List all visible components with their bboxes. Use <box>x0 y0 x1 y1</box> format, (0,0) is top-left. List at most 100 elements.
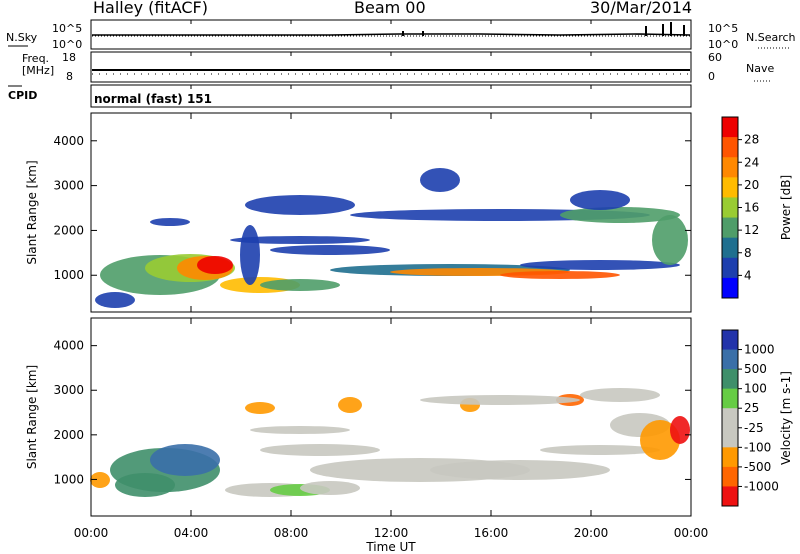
power-data-layer <box>95 168 688 308</box>
colorbar-label: Power [dB] <box>779 175 793 240</box>
echo-region <box>420 168 460 192</box>
y-tick-label: 1000 <box>53 268 84 282</box>
x-tick-label: 08:00 <box>274 526 309 540</box>
y-axis-label: Slant Range [km] <box>25 365 39 469</box>
colorbar-segment <box>722 277 738 299</box>
echo-region <box>670 416 690 444</box>
echo-region <box>95 292 135 308</box>
power-colorbar: 28 24 20 16 12 8 4 Power [dB] <box>721 116 793 299</box>
colorbar-tick-label: 16 <box>744 201 759 215</box>
echo-region <box>652 215 688 265</box>
echo-region <box>115 473 175 497</box>
nsky-spike <box>683 25 685 36</box>
nsky-spike <box>402 31 404 36</box>
echo-region <box>260 279 340 291</box>
colorbar-tick-label: -100 <box>744 440 771 454</box>
colorbar-tick-label: 20 <box>744 178 759 192</box>
colorbar-segment <box>722 197 738 219</box>
colorbar-tick-label: -500 <box>744 460 771 474</box>
echo-region <box>245 195 355 215</box>
nsky-spike <box>662 24 664 36</box>
colorbar-segment <box>722 388 738 409</box>
x-tick-label: 00:00 <box>74 526 109 540</box>
echo-region <box>230 236 370 244</box>
nsky-trace <box>92 33 691 36</box>
echo-region <box>420 395 580 405</box>
colorbar-tick-label: 12 <box>744 223 759 237</box>
colorbar-tick-label: 25 <box>744 401 759 415</box>
power-panel <box>90 112 692 313</box>
nsky-spike <box>670 22 672 36</box>
echo-region <box>338 397 362 413</box>
colorbar-segment <box>722 330 738 351</box>
cpid-mode-text: normal (fast) 151 <box>94 92 212 106</box>
nave-tick-low: 0 <box>708 70 715 83</box>
nsearch-label: N.Search <box>746 31 796 44</box>
x-tick-label: 04:00 <box>174 526 209 540</box>
beam-title: Beam 00 <box>354 0 426 17</box>
freq-tick-low: 8 <box>66 70 73 83</box>
freq-tick-high: 18 <box>62 51 76 64</box>
colorbar-tick-label: 1000 <box>744 343 775 357</box>
echo-region <box>300 481 360 495</box>
colorbar-tick-label: 500 <box>744 362 767 376</box>
nsky-spike <box>645 26 647 36</box>
echo-region <box>500 271 620 279</box>
velocity-data-layer <box>90 388 690 497</box>
x-tick-label: 12:00 <box>374 526 409 540</box>
colorbar-segment <box>722 257 738 279</box>
y-tick-label: 3000 <box>53 383 84 397</box>
x-tick-label: 20:00 <box>574 526 609 540</box>
y-tick-label: 4000 <box>53 134 84 148</box>
colorbar-segment <box>722 466 738 487</box>
colorbar-tick-label: -1000 <box>744 479 779 493</box>
y-axis-label: Slant Range [km] <box>25 160 39 264</box>
x-axis-label: Time UT <box>365 540 416 554</box>
echo-region <box>570 190 630 210</box>
echo-region <box>540 445 660 455</box>
station-title: Halley (fitACF) <box>93 0 208 17</box>
colorbar-segment <box>722 177 738 198</box>
x-tick-label: 16:00 <box>474 526 509 540</box>
colorbar-segment <box>722 427 738 448</box>
nave-label: Nave <box>746 62 775 75</box>
x-tick-label: 00:00 <box>674 526 709 540</box>
nave-tick-high: 60 <box>708 51 722 64</box>
y-tick-label: 3000 <box>53 179 84 193</box>
echo-region <box>250 426 350 434</box>
echo-region <box>150 444 220 476</box>
echo-region <box>560 207 680 223</box>
echo-region <box>90 472 110 488</box>
colorbar-segment <box>722 349 738 370</box>
nsky-label: N.Sky <box>6 31 38 44</box>
cpid-label: CPID <box>8 89 38 102</box>
colorbar-tick-label: 8 <box>744 246 752 260</box>
colorbar-tick-label: 24 <box>744 155 759 169</box>
echo-region <box>260 444 380 456</box>
y-tick-label: 2000 <box>53 428 84 442</box>
y-tick-label: 4000 <box>53 339 84 353</box>
echo-region <box>580 388 660 402</box>
freq-label-2: [MHz] <box>22 64 55 77</box>
nsky-tick-low: 10^0 <box>52 38 83 51</box>
y-tick-label: 1000 <box>53 472 84 486</box>
echo-region <box>197 256 233 274</box>
nsky-tick-high: 10^5 <box>52 22 83 35</box>
colorbar-segment <box>722 369 738 390</box>
colorbar-segment <box>722 137 738 158</box>
colorbar-segment <box>722 157 738 178</box>
colorbar-tick-label: 100 <box>744 382 767 396</box>
colorbar-segment <box>722 117 738 138</box>
echo-region <box>245 402 275 414</box>
date-title: 30/Mar/2014 <box>590 0 693 17</box>
colorbar-segment <box>722 237 738 259</box>
colorbar-segment <box>722 486 738 507</box>
freq-label-1: Freq. <box>22 52 50 65</box>
echo-region <box>150 218 190 226</box>
colorbar-tick-label: 4 <box>744 268 752 282</box>
velocity-panel <box>90 317 692 517</box>
colorbar-tick-label: 28 <box>744 133 759 147</box>
echo-region <box>270 245 390 255</box>
